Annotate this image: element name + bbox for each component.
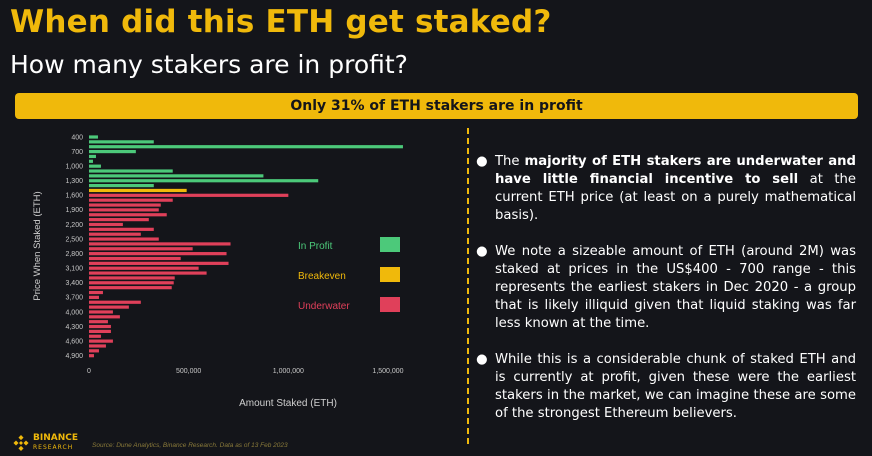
bar-1900 [89, 208, 159, 212]
y-tick-label: 3,700 [65, 295, 83, 302]
bar-4700 [89, 344, 106, 348]
bar-3400 [89, 281, 174, 285]
x-tick-label: 0 [87, 368, 91, 375]
highlight-banner: Only 31% of ETH stakers are in profit [15, 93, 858, 119]
bar-1600 [89, 193, 289, 197]
commentary-list: ● The majority of ETH stakers are underw… [474, 153, 856, 441]
bar-3500 [89, 286, 172, 290]
y-tick-label: 2,500 [65, 236, 83, 243]
bar-700 [89, 149, 136, 154]
bar-1000 [89, 164, 101, 168]
bar-4000 [89, 310, 113, 314]
bar-1200 [89, 174, 264, 178]
bar-1100 [89, 169, 173, 173]
y-tick-label: 4,300 [65, 324, 83, 331]
y-tick-label: 2,200 [65, 222, 83, 229]
legend-label: Underwater [298, 301, 350, 312]
bar-2300 [89, 227, 154, 231]
y-tick-label: 4,900 [65, 353, 83, 360]
bullet-1-prefix: The [495, 154, 525, 169]
bar-3000 [89, 261, 229, 265]
bullet-dot: ● [476, 244, 488, 259]
bar-3100 [89, 266, 199, 270]
legend-swatch [380, 267, 400, 282]
bar-1400 [89, 184, 154, 188]
bullet-3: ● While this is a considerable chunk of … [474, 351, 856, 423]
bar-500 [89, 140, 154, 144]
bar-2900 [89, 256, 181, 261]
bar-4600 [89, 339, 113, 343]
y-tick-label: 2,800 [65, 251, 83, 258]
bar-3300 [89, 276, 175, 280]
bar-1800 [89, 203, 161, 207]
y-tick-label: 1,000 [65, 163, 83, 170]
bar-2200 [89, 222, 123, 227]
bar-3200 [89, 271, 207, 275]
bar-4200 [89, 320, 108, 324]
bar-1300 [89, 179, 319, 183]
bar-2700 [89, 247, 193, 251]
bar-2400 [89, 232, 141, 236]
y-tick-label: 3,400 [65, 280, 83, 287]
y-tick-label: 4,000 [65, 309, 83, 316]
bar-3600 [89, 290, 103, 295]
staked-eth-bar-chart: 400 700 1,000 1,300 1,600 1,900 2,200 2,500 2,80… [32, 134, 404, 409]
bar-2000 [89, 213, 167, 217]
bullet-dot: ● [476, 154, 488, 169]
bar-2100 [89, 218, 149, 222]
bar-4400 [89, 329, 111, 333]
bar-4800 [89, 349, 99, 353]
y-tick-label: 4,600 [65, 338, 83, 345]
binance-research-logo: BINANCE RESEARCH [13, 434, 78, 452]
page-title: When did this ETH get staked? [10, 4, 552, 40]
bullet-2: ● We note a sizeable amount of ETH (arou… [474, 243, 856, 333]
bar-3800 [89, 300, 141, 304]
bullet-1: ● The majority of ETH stakers are underw… [474, 153, 856, 225]
bullet-1-suffix: at the current ETH price (at least on a … [495, 172, 857, 223]
bar-2500 [89, 237, 159, 241]
bar-600 [89, 145, 403, 149]
bar-2600 [89, 242, 231, 246]
legend-swatch [380, 237, 400, 252]
bar-4500 [89, 334, 101, 338]
x-tick-label: 500,000 [176, 368, 201, 375]
bullet-2-text: We note a sizeable amount of ETH (around… [495, 244, 856, 331]
bullet-dot: ● [476, 352, 488, 367]
bar-2800 [89, 252, 227, 256]
bar-400 [89, 135, 98, 139]
legend-label: Breakeven [298, 271, 346, 282]
x-tick-label: 1,500,000 [372, 368, 403, 375]
banner-text: Only 31% of ETH stakers are in profit [290, 98, 583, 114]
bar-4900 [89, 354, 94, 358]
bar-900 [89, 159, 93, 163]
y-tick-label: 1,600 [65, 193, 83, 200]
bar-4300 [89, 324, 111, 329]
x-tick-label: 1,000,000 [273, 368, 304, 375]
source-note: Source: Dune Analytics, Binance Research… [92, 442, 288, 449]
bar-800 [89, 154, 96, 159]
legend-swatch [380, 297, 400, 312]
y-tick-label: 700 [71, 149, 83, 156]
y-tick-label: 3,100 [65, 266, 83, 273]
y-tick-label: 1,900 [65, 207, 83, 214]
bullet-3-text: While this is a considerable chunk of st… [495, 352, 856, 421]
y-tick-label: 1,300 [65, 178, 83, 185]
bar-3900 [89, 305, 129, 309]
y-axis-title: Price When Staked (ETH) [32, 191, 43, 300]
bullet-1-bold: majority of ETH stakers are underwater a… [495, 154, 856, 187]
bar-3700 [89, 295, 99, 299]
bar-1700 [89, 198, 173, 202]
logo-line-1: BINANCE [33, 433, 78, 443]
legend-label: In Profit [298, 241, 333, 252]
bar-4100 [89, 315, 120, 319]
page-subtitle: How many stakers are in profit? [10, 50, 408, 79]
x-axis-title: Amount Staked (ETH) [239, 398, 337, 409]
logo-line-2: RESEARCH [33, 444, 74, 451]
dashed-divider [467, 128, 469, 444]
y-tick-label: 400 [71, 134, 83, 141]
bar-1500 [89, 188, 187, 193]
binance-logo-icon [13, 435, 29, 451]
